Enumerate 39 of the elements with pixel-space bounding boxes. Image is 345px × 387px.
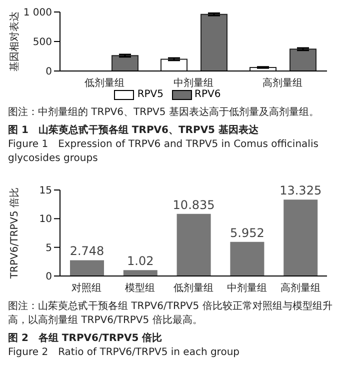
x-tick-label: 中剂量组 <box>226 282 267 294</box>
y-tick-label: 1 000 <box>23 8 52 19</box>
caption: 图 1 山茱萸总甙干预各组 TRPV6、TRPV5 基因表达 <box>8 124 260 138</box>
bar <box>200 14 228 71</box>
x-tick-label: 低剂量组 <box>174 282 214 294</box>
data-label: 13.325 <box>280 184 322 198</box>
caption: 图 2 各组 TRPV6/TRPV5 倍比 <box>8 332 164 346</box>
y-tick-label: 500 <box>32 37 52 48</box>
legend-label: RPV6 <box>194 89 221 100</box>
y-axis-title: 基因相对表达 <box>8 12 21 72</box>
y-tick-label: 0 <box>46 66 52 78</box>
bar <box>230 242 264 276</box>
x-tick-label: 高剂量组 <box>280 282 320 294</box>
caption: Figure 2 Ratio of TRPV6/TRPV5 in each group <box>8 346 241 360</box>
x-tick-label: 高剂量组 <box>262 77 302 90</box>
bar <box>290 48 316 71</box>
y-tick-label: 15 <box>39 186 52 197</box>
bar <box>284 200 318 276</box>
data-label: 10.835 <box>172 198 215 212</box>
x-tick-label: 模型组 <box>125 282 156 294</box>
data-label: 5.952 <box>230 226 264 240</box>
series-label: RPV5 <box>137 89 164 100</box>
y-tick-label: 10 <box>39 214 52 226</box>
bar <box>112 55 138 71</box>
data-label: 1.02 <box>127 254 154 268</box>
caption: Figure 1 Expression of TRPV6 and TRPV5 in Comus officinalis glycosides groups <box>8 138 320 166</box>
bar <box>70 260 104 276</box>
bar <box>160 58 188 71</box>
text: 图注：中剂量组的 TRPV6、TRPV5 基因表达高于低剂量及高剂量组。 <box>8 106 320 120</box>
x-tick-label: 低剂量组 <box>84 77 124 90</box>
data-label: 2.748 <box>70 244 104 258</box>
x-tick-label: 对照组 <box>72 282 102 294</box>
y-tick-label: 5 <box>46 242 52 254</box>
y-axis-title: TRPV6/TRPV5 倍比 <box>8 187 21 280</box>
bar <box>176 214 211 276</box>
y-tick-label: 0 <box>46 272 52 283</box>
bar <box>123 270 158 276</box>
x-tick-label: 中剂量组 <box>174 77 214 90</box>
text: 图注：山茱萸总甙干预各组 TRPV6/TRPV5 倍比较正常对照组与模型组升高，以高剂量组 TRPV6/TRPV5 倍比最高。 <box>8 300 334 328</box>
